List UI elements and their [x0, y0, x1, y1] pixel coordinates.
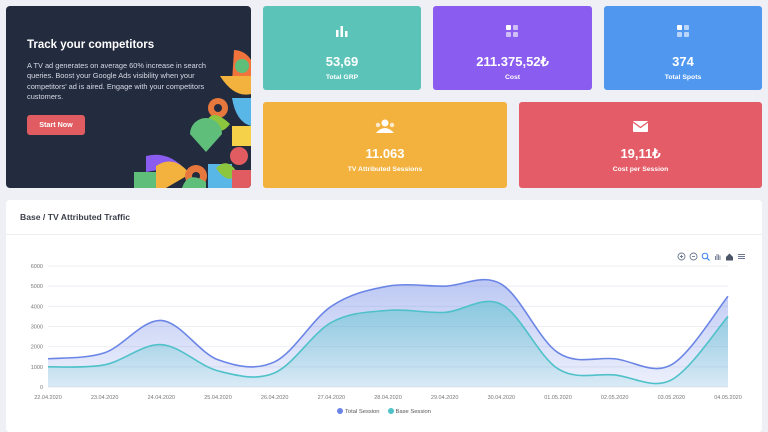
x-tick-label: 30.04.2020: [488, 395, 516, 401]
panel-divider: [6, 234, 762, 235]
promo-title: Track your competitors: [27, 39, 155, 51]
total-grp-value: 53,69: [325, 54, 359, 69]
pan-hand-icon[interactable]: [713, 248, 722, 260]
promo-card: Track your competitors A TV ad generates…: [6, 6, 251, 188]
series-area-base-session: [48, 301, 728, 387]
x-tick-label: 27.04.2020: [318, 395, 346, 401]
selection-zoom-icon[interactable]: [701, 248, 710, 261]
legend-label: Total Session: [345, 409, 380, 415]
envelope-icon: [632, 121, 649, 132]
cost-card: 211.375,52₺ Cost: [433, 6, 592, 90]
cost-label: Cost: [504, 74, 521, 81]
x-tick-label: 29.04.2020: [431, 395, 459, 401]
series-line-total-session: [47, 278, 729, 370]
decorative-shapes: [134, 50, 251, 188]
user-group-icon: [375, 119, 395, 133]
x-tick-label: 28.04.2020: [374, 395, 402, 401]
series-line-base-session: [47, 300, 729, 385]
panel-title: Base / TV Attributed Traffic: [20, 212, 130, 222]
cost-per-session-value: 19,11₺: [620, 146, 661, 161]
x-tick-label: 26.04.2020: [261, 395, 289, 401]
x-tick-label: 25.04.2020: [204, 395, 232, 401]
zoom-in-icon[interactable]: [677, 248, 686, 261]
grid-icon: [677, 25, 689, 37]
legend-item[interactable]: Base Session: [387, 408, 431, 415]
y-tick-label: 1000: [31, 365, 43, 371]
total-spots-label: Total Spots: [664, 74, 702, 81]
legend-marker: [337, 408, 344, 414]
y-tick-label: 6000: [31, 264, 43, 270]
total-spots-card: 374 Total Spots: [604, 6, 762, 90]
x-tick-label: 02.05.2020: [601, 395, 629, 401]
total-grp-label: Total GRP: [325, 74, 359, 81]
y-tick-label: 5000: [31, 284, 43, 290]
chart-legend: Total Session Base Session: [6, 408, 762, 415]
cost-per-session-card: 19,11₺ Cost per Session: [519, 102, 762, 188]
traffic-area-chart: 0 1000 2000 3000 4000 5000 6000 22.04.2020 23.04…: [31, 264, 742, 401]
tv-attributed-sessions-label: TV Attributed Sessions: [347, 166, 423, 173]
legend-marker: [387, 408, 394, 414]
promo-text: A TV ad generates on average 60% increas…: [27, 61, 206, 102]
x-tick-label: 24.04.2020: [148, 395, 176, 401]
menu-icon[interactable]: [737, 248, 746, 259]
tv-attributed-sessions-card: 11.063 TV Attributed Sessions: [263, 102, 507, 188]
zoom-out-icon[interactable]: [689, 248, 698, 261]
tv-attributed-sessions-value: 11.063: [365, 146, 405, 161]
x-tick-label: 03.05.2020: [658, 395, 686, 401]
grid-icon: [506, 25, 518, 37]
start-now-button[interactable]: Start Now: [27, 115, 85, 135]
total-grp-card: 53,69 Total GRP: [263, 6, 421, 90]
legend-item[interactable]: Total Session: [337, 408, 380, 415]
cost-per-session-label: Cost per Session: [612, 166, 669, 173]
chart-toolbar: [677, 248, 746, 261]
x-tick-label: 23.04.2020: [91, 395, 119, 401]
x-tick-label: 22.04.2020: [34, 395, 62, 401]
traffic-panel: Base / TV Attributed Traffic 0 1000 2000 30…: [6, 200, 762, 432]
legend-label: Base Session: [395, 409, 431, 415]
y-tick-label: 0: [40, 385, 43, 391]
total-spots-value: 374: [672, 54, 694, 69]
cost-value: 211.375,52₺: [476, 54, 549, 69]
x-tick-label: 01.05.2020: [544, 395, 572, 401]
home-reset-icon[interactable]: [725, 248, 734, 261]
bar-chart-icon: [336, 26, 348, 37]
y-tick-label: 3000: [31, 325, 43, 331]
y-tick-label: 2000: [31, 345, 43, 351]
y-tick-label: 4000: [31, 304, 43, 310]
x-tick-label: 04.05.2020: [714, 395, 742, 401]
